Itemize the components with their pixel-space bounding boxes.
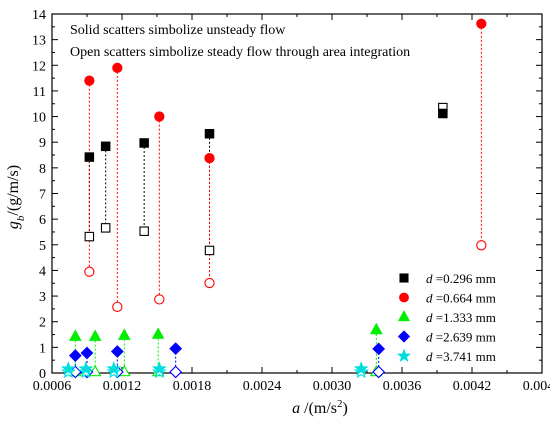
y-tick-label: 11	[33, 85, 46, 100]
y-tick-label: 7	[39, 188, 46, 203]
series-3-unsteady-point	[88, 329, 102, 341]
series-2-unsteady-point	[84, 75, 95, 86]
y-tick-label: 10	[32, 111, 46, 126]
y-tick-label: 0	[39, 367, 46, 382]
series-5-unsteady-point	[60, 361, 76, 376]
series-1-steady-point	[84, 231, 95, 242]
legend-label-4: d =2.639 mm	[426, 330, 496, 345]
series-4-unsteady-point	[372, 342, 386, 356]
x-tick-label: 0.0012	[103, 379, 142, 394]
series-5-unsteady-point	[78, 361, 94, 376]
x-tick-label: 0.0018	[173, 379, 212, 394]
series-5-unsteady-point	[106, 361, 122, 376]
series-1-steady-point	[204, 245, 215, 256]
series-4-steady-point	[169, 365, 183, 379]
axis-ticks	[51, 13, 543, 374]
annotation-line-2: Open scatters simbolize steady flow thro…	[70, 45, 410, 60]
legend-marker-4	[397, 330, 411, 343]
data-markers	[60, 18, 487, 379]
x-tick-label: 0.0006	[33, 379, 72, 394]
series-2-unsteady-point	[112, 62, 123, 73]
series-3-steady-point	[88, 364, 102, 377]
series-2-steady-point	[112, 301, 123, 312]
legend-marker-3	[397, 310, 411, 322]
y-tick-label: 8	[39, 162, 46, 177]
y-tick-label: 9	[39, 136, 46, 151]
legend-marker-2	[399, 292, 409, 303]
series-4-steady-point	[372, 365, 386, 379]
series-1-steady-point	[100, 223, 111, 233]
series-3-unsteady-point	[117, 328, 131, 340]
series-3-unsteady-point	[151, 327, 165, 339]
legend-label-1: d =0.296 mm	[426, 271, 496, 286]
legend-marker-1	[399, 273, 409, 283]
legend-label-3: d =1.333 mm	[426, 310, 496, 325]
x-tick-label: 0.0024	[243, 379, 282, 394]
series-3-unsteady-point	[68, 329, 82, 341]
series-4-unsteady-point	[110, 345, 124, 358]
series-2-unsteady-point	[476, 18, 487, 29]
series-4-unsteady-point	[169, 342, 183, 356]
series-2-steady-point	[154, 294, 165, 305]
y-tick-label: 2	[39, 316, 46, 331]
y-tick-label: 6	[39, 213, 46, 228]
y-tick-label: 5	[39, 239, 46, 254]
series-4-unsteady-point	[80, 346, 94, 360]
annotation-line-1: Solid scatters simbolize unsteady flow	[70, 23, 286, 38]
series-3-unsteady-point	[369, 322, 383, 335]
x-tick-label: 0.0048	[523, 379, 550, 394]
axis-tick-labels: 0.0006 0.0012 0.0018 0.0024 0.0030 0.0036 0.00…	[32, 8, 550, 394]
series-2-unsteady-point	[204, 152, 215, 164]
series-1-unsteady-point	[84, 152, 95, 162]
series-2-steady-point	[476, 240, 487, 251]
series-1-steady-point	[139, 226, 149, 236]
x-tick-label: 0.0042	[453, 379, 492, 394]
annotations: Solid scatters simbolize unsteady flow O…	[70, 23, 410, 60]
y-tick-label: 1	[39, 341, 46, 356]
series-2-steady-point	[84, 266, 95, 277]
x-tick-label: 0.0036	[383, 379, 422, 394]
series-1-unsteady-point	[204, 129, 215, 139]
series-5-unsteady-point	[151, 361, 167, 376]
series-4-unsteady-point	[68, 349, 82, 362]
y-tick-label: 4	[39, 264, 46, 279]
y-tick-label: 13	[32, 34, 46, 49]
x-tick-label: 0.0030	[313, 379, 352, 394]
y-tick-label: 12	[32, 59, 46, 74]
legend-marker-5	[396, 348, 412, 363]
connector-lines	[67, 23, 482, 372]
y-axis-title: gb/(g/m/s)	[5, 165, 27, 229]
x-axis-title: a /(m/s2)	[292, 398, 348, 417]
series-1-unsteady-point	[100, 141, 111, 152]
y-tick-label: 3	[39, 290, 46, 305]
legend-label-5: d =3.741 mm	[426, 349, 496, 364]
series-1-unsteady-point	[139, 138, 149, 148]
legend: d =0.296 mm d =0.664 mm d =1.333 mm d =2.63…	[396, 271, 496, 364]
series-5-unsteady-point	[353, 361, 369, 376]
series-1-unsteady-point	[438, 108, 448, 119]
legend-label-2: d =0.664 mm	[426, 291, 496, 306]
series-2-steady-point	[204, 277, 215, 289]
y-tick-label: 14	[32, 8, 46, 23]
series-2-unsteady-point	[154, 111, 165, 122]
